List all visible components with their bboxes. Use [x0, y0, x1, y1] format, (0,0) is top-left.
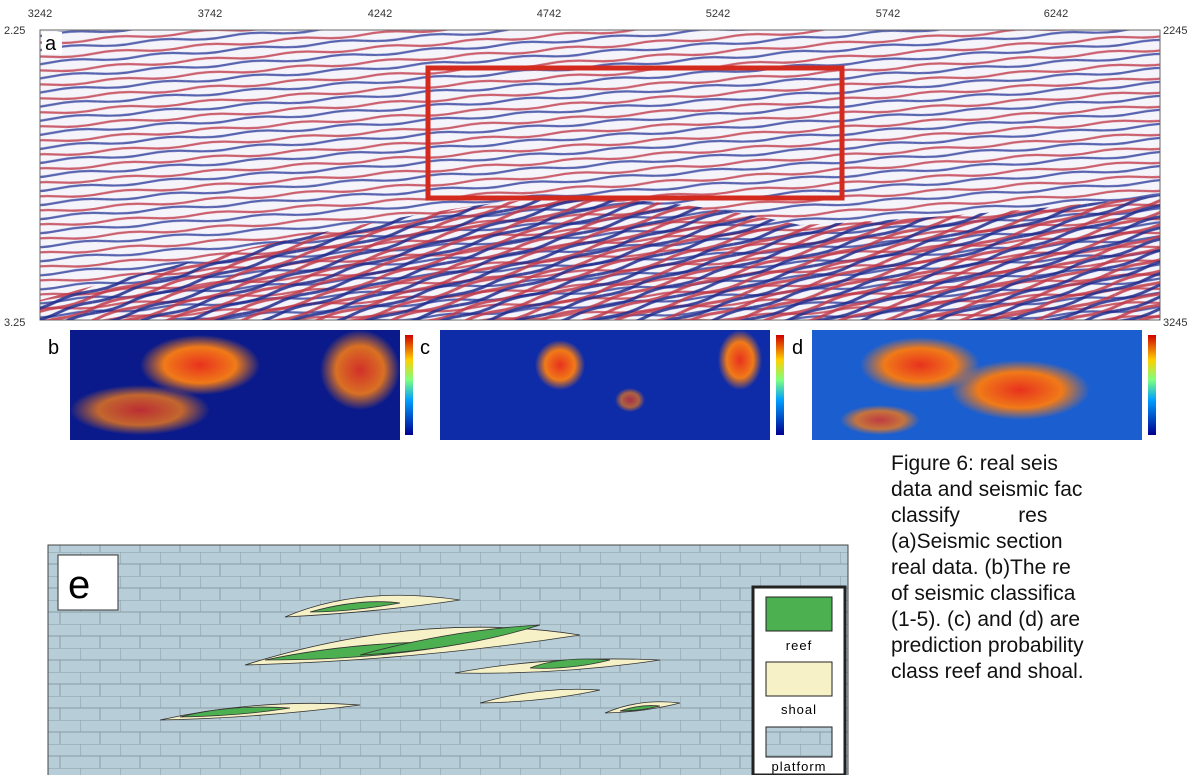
x-tick-label: 5742 — [876, 8, 900, 20]
x-tick-label: 3742 — [198, 8, 222, 20]
panel-label: d — [792, 337, 803, 359]
y-tick-label: 2245 — [1163, 25, 1187, 37]
caption-line: (1-5). (c) and (d) are — [891, 608, 1081, 631]
panel-label: b — [48, 337, 59, 359]
facies-model — [47, 544, 849, 775]
caption-line: (a)Seismic section — [891, 530, 1063, 553]
x-tick-label: 4242 — [368, 8, 392, 20]
x-tick-label: 3242 — [28, 8, 52, 20]
panel-b: b — [44, 330, 413, 440]
legend-label: reef — [786, 638, 812, 653]
legend-label: shoal — [781, 702, 817, 717]
panel-label: a — [45, 33, 57, 55]
caption-line: Figure 6: real seis — [891, 452, 1058, 475]
y-tick-label: 3.25 — [4, 317, 25, 329]
seismic-horizon — [40, 195, 1160, 320]
highlight-box — [425, 65, 845, 201]
y-tick-label: 2.25 — [4, 25, 25, 37]
x-tick-label: 6242 — [1044, 8, 1068, 20]
caption-line: real data. (b)The re — [891, 556, 1071, 579]
panel-d: d — [788, 330, 1156, 440]
y-tick-label: 3245 — [1163, 317, 1187, 329]
label-box — [42, 32, 62, 54]
caption-line: prediction probability — [891, 634, 1084, 657]
label-box — [57, 554, 119, 611]
caption-line: of seismic classifica — [891, 582, 1076, 605]
caption-line: classify res — [891, 504, 1048, 527]
x-tick-label: 4742 — [537, 8, 561, 20]
legend: reef shoal platform — [751, 585, 847, 775]
x-tick-label: 5242 — [706, 8, 730, 20]
legend-label: platform — [772, 759, 827, 774]
caption-line: data and seismic fac — [891, 478, 1083, 501]
caption-line: class reef and shoal. — [891, 660, 1084, 683]
panel-c: c — [416, 330, 784, 440]
panel-label: e — [68, 563, 90, 607]
panel-label: c — [420, 337, 430, 359]
lenses — [159, 594, 681, 721]
